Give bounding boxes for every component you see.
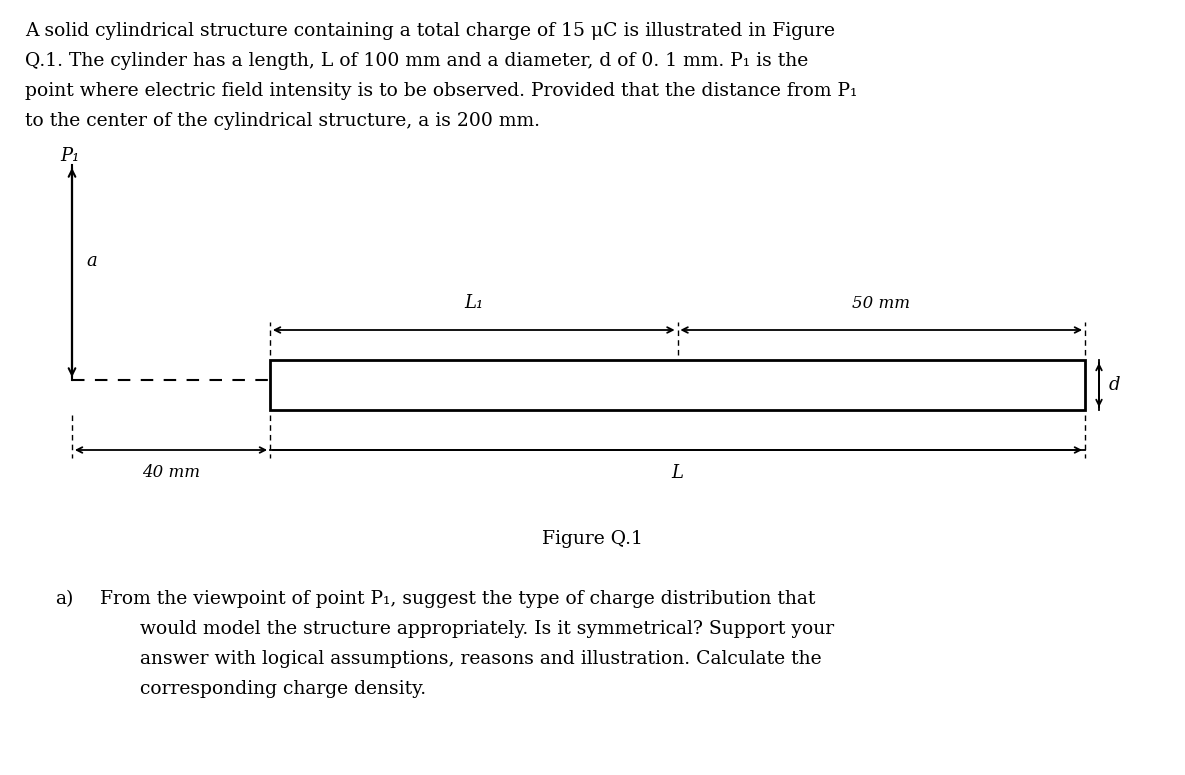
Text: d: d bbox=[1109, 376, 1121, 394]
Text: corresponding charge density.: corresponding charge density. bbox=[140, 680, 427, 698]
Text: 40 mm: 40 mm bbox=[142, 464, 200, 481]
Text: L: L bbox=[672, 464, 684, 482]
Text: a): a) bbox=[55, 590, 73, 608]
Text: A solid cylindrical structure containing a total charge of 15 μC is illustrated : A solid cylindrical structure containing… bbox=[25, 22, 835, 40]
Text: Figure Q.1: Figure Q.1 bbox=[542, 530, 642, 548]
Text: From the viewpoint of point P₁, suggest the type of charge distribution that: From the viewpoint of point P₁, suggest … bbox=[100, 590, 815, 608]
Text: P₁: P₁ bbox=[60, 147, 79, 165]
Text: Q.1. The cylinder has a length, L of 100 mm and a diameter, d of 0. 1 mm. P₁ is : Q.1. The cylinder has a length, L of 100… bbox=[25, 52, 808, 70]
Text: would model the structure appropriately. Is it symmetrical? Support your: would model the structure appropriately.… bbox=[140, 620, 834, 638]
Text: L₁: L₁ bbox=[465, 294, 483, 312]
Text: 50 mm: 50 mm bbox=[852, 295, 910, 312]
Text: to the center of the cylindrical structure, a is 200 mm.: to the center of the cylindrical structu… bbox=[25, 112, 540, 130]
Text: a: a bbox=[87, 253, 97, 270]
Text: point where electric field intensity is to be observed. Provided that the distan: point where electric field intensity is … bbox=[25, 82, 858, 100]
Bar bbox=[270, 360, 1085, 410]
Text: answer with logical assumptions, reasons and illustration. Calculate the: answer with logical assumptions, reasons… bbox=[140, 650, 821, 668]
